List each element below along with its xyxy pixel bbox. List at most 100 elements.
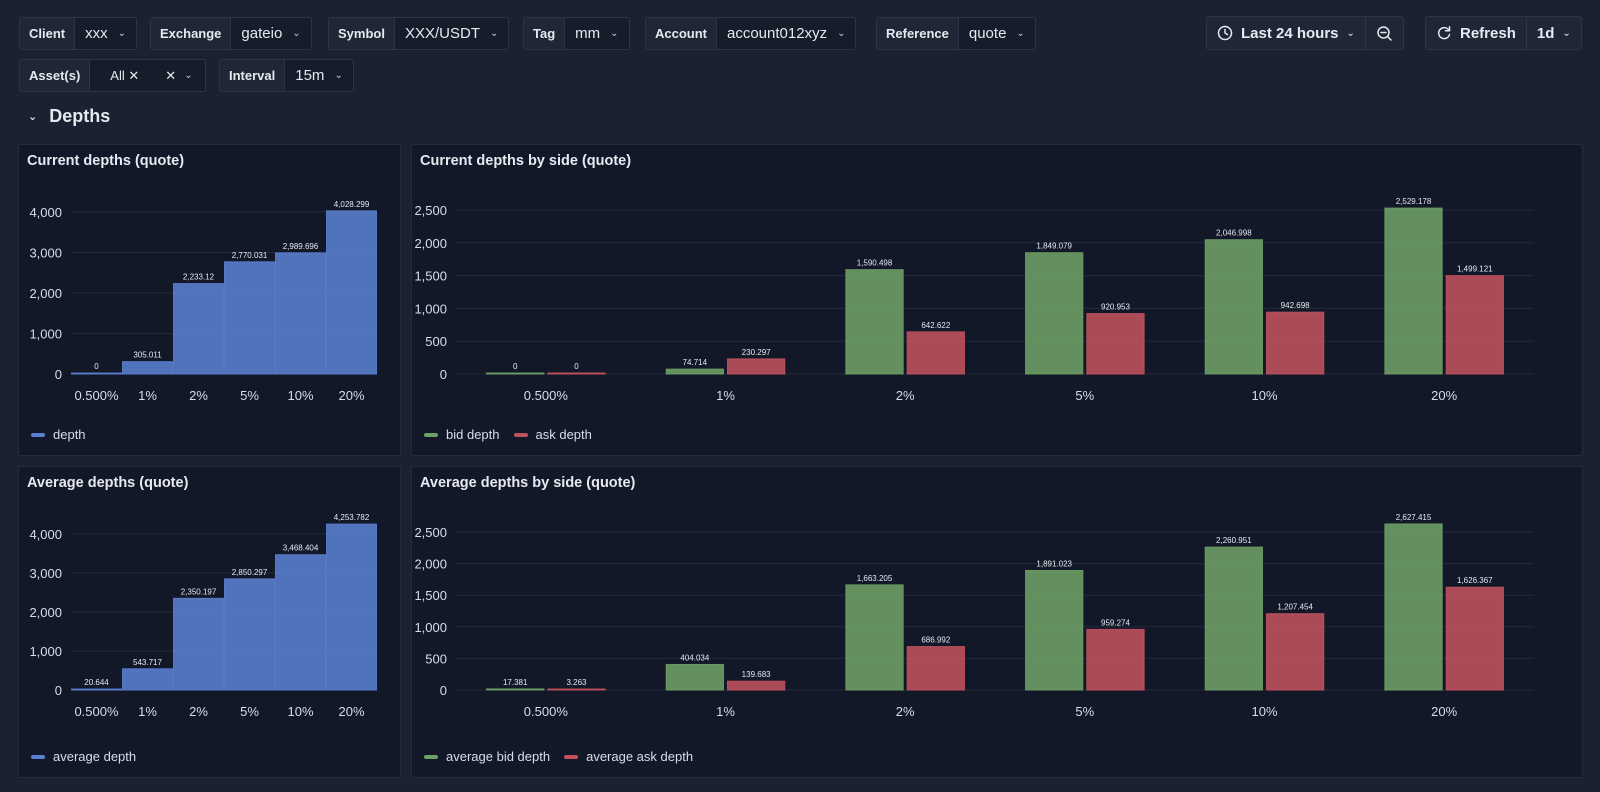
assets-label: Asset(s) bbox=[20, 60, 91, 91]
bar[interactable] bbox=[906, 331, 965, 375]
bar[interactable] bbox=[665, 663, 725, 691]
exchange-select[interactable]: gateio ⌄ bbox=[231, 18, 310, 49]
client-select[interactable]: xxx ⌄ bbox=[75, 18, 136, 49]
chevron-down-icon: ⌄ bbox=[117, 28, 127, 39]
x-tick-label: 2% bbox=[896, 388, 915, 403]
assets-variable[interactable]: Asset(s) All ✕ ✕ ⌄ bbox=[19, 59, 206, 92]
bar[interactable] bbox=[71, 372, 122, 375]
legend-swatch bbox=[564, 754, 579, 759]
bar[interactable] bbox=[1025, 252, 1084, 375]
bar[interactable] bbox=[665, 368, 725, 375]
close-icon[interactable]: ✕ bbox=[165, 67, 177, 83]
bar[interactable] bbox=[1025, 569, 1084, 691]
x-tick-label: 2% bbox=[896, 704, 915, 719]
x-tick-label: 5% bbox=[240, 388, 259, 403]
chevron-down-icon: ⌄ bbox=[489, 28, 499, 39]
bar[interactable] bbox=[224, 578, 275, 691]
bar[interactable] bbox=[547, 688, 606, 691]
assets-select[interactable]: All ✕ ✕ ⌄ bbox=[90, 60, 204, 91]
data-label: 686.992 bbox=[921, 636, 950, 645]
y-tick-label: 0 bbox=[440, 367, 447, 382]
symbol-value: XXX/USDT bbox=[404, 25, 480, 42]
bar[interactable] bbox=[71, 688, 122, 691]
bar[interactable] bbox=[1086, 628, 1145, 691]
bar[interactable] bbox=[1204, 546, 1264, 691]
bar[interactable] bbox=[1204, 239, 1264, 375]
bar[interactable] bbox=[122, 668, 173, 691]
client-variable[interactable]: Client xxx ⌄ bbox=[19, 17, 138, 50]
bar[interactable] bbox=[1266, 311, 1325, 375]
row-header-depths[interactable]: ⌄ Depths bbox=[28, 106, 110, 127]
x-tick-label: 5% bbox=[1075, 388, 1094, 403]
account-variable[interactable]: Account account012xyz ⌄ bbox=[645, 17, 857, 50]
bar[interactable] bbox=[727, 680, 786, 691]
time-range-button[interactable]: Last 24 hours ⌄ bbox=[1207, 17, 1365, 49]
bar[interactable] bbox=[727, 358, 786, 375]
legend-item-average-ask-depth[interactable]: average ask depth bbox=[564, 749, 693, 764]
bar[interactable] bbox=[486, 688, 545, 691]
y-tick-label: 500 bbox=[425, 334, 447, 349]
data-label: 959.274 bbox=[1101, 618, 1130, 627]
y-tick-label: 2,000 bbox=[414, 236, 447, 251]
bar[interactable] bbox=[1384, 523, 1443, 691]
y-tick-label: 4,000 bbox=[29, 205, 62, 220]
interval-variable[interactable]: Interval 15m ⌄ bbox=[219, 59, 354, 92]
bar[interactable] bbox=[845, 269, 904, 375]
data-label: 1,891.023 bbox=[1036, 559, 1072, 568]
legend-item-average-depth[interactable]: average depth bbox=[31, 749, 136, 764]
symbol-select[interactable]: XXX/USDT ⌄ bbox=[395, 18, 508, 49]
legend-item-bid-depth[interactable]: bid depth bbox=[424, 427, 500, 442]
refresh-button[interactable]: Refresh bbox=[1426, 17, 1526, 49]
chevron-down-icon: ⌄ bbox=[334, 70, 343, 81]
data-label: 305.011 bbox=[133, 351, 162, 360]
chevron-down-icon: ⌄ bbox=[610, 28, 619, 39]
refresh-label: Refresh bbox=[1460, 24, 1516, 42]
bar[interactable] bbox=[845, 584, 904, 691]
x-tick-label: 0.500% bbox=[74, 388, 119, 403]
account-select[interactable]: account012xyz ⌄ bbox=[717, 18, 855, 49]
chart-current-depths-by-side: 0 500 1,000 1,500 2,000 2,500 0.500% 0 0 1% 74.714… bbox=[414, 197, 1534, 403]
legend-swatch bbox=[424, 432, 438, 437]
exchange-variable[interactable]: Exchange gateio ⌄ bbox=[150, 17, 312, 50]
reference-variable[interactable]: Reference quote ⌄ bbox=[876, 17, 1036, 50]
bar[interactable] bbox=[173, 283, 224, 375]
y-tick-label: 2,500 bbox=[414, 203, 447, 218]
bar[interactable] bbox=[275, 252, 326, 375]
x-tick-label: 1% bbox=[716, 388, 735, 403]
legend-item-ask-depth[interactable]: ask depth bbox=[513, 427, 592, 442]
exchange-value: gateio bbox=[241, 25, 283, 42]
bar[interactable] bbox=[1384, 207, 1443, 375]
refresh-interval-select[interactable]: 1d ⌄ bbox=[1525, 17, 1581, 49]
close-icon[interactable]: ✕ bbox=[128, 67, 140, 83]
bar[interactable] bbox=[486, 372, 545, 375]
bar[interactable] bbox=[906, 646, 965, 691]
tag-select[interactable]: mm ⌄ bbox=[565, 18, 628, 49]
bar[interactable] bbox=[1445, 586, 1504, 691]
x-tick-label: 5% bbox=[1075, 704, 1094, 719]
bar[interactable] bbox=[326, 523, 377, 691]
y-tick-label: 3,000 bbox=[29, 246, 62, 261]
bar[interactable] bbox=[173, 597, 224, 691]
bar[interactable] bbox=[547, 372, 606, 375]
assets-value: All bbox=[110, 67, 125, 83]
symbol-variable[interactable]: Symbol XXX/USDT ⌄ bbox=[328, 17, 510, 50]
time-picker[interactable]: Last 24 hours ⌄ bbox=[1206, 16, 1404, 50]
refresh-picker[interactable]: Refresh 1d ⌄ bbox=[1425, 16, 1582, 50]
panel-current-depths: Current depths (quote) 0 1,000 2,000 3,000 4… bbox=[18, 144, 401, 456]
tag-variable[interactable]: Tag mm ⌄ bbox=[523, 17, 630, 50]
bar[interactable] bbox=[122, 361, 173, 375]
bar[interactable] bbox=[224, 261, 275, 375]
data-label: 404.034 bbox=[680, 653, 709, 662]
bar[interactable] bbox=[326, 210, 377, 375]
bar[interactable] bbox=[1266, 613, 1325, 691]
bar[interactable] bbox=[1086, 313, 1145, 375]
reference-select[interactable]: quote ⌄ bbox=[959, 18, 1035, 49]
bar[interactable] bbox=[1445, 275, 1504, 375]
legend-item-depth[interactable]: depth bbox=[31, 427, 86, 442]
bar[interactable] bbox=[275, 554, 326, 691]
legend-item-average-bid-depth[interactable]: average bid depth bbox=[424, 749, 550, 764]
zoom-out-button[interactable] bbox=[1364, 17, 1403, 49]
interval-select[interactable]: 15m ⌄ bbox=[285, 60, 353, 91]
y-tick-label: 1,500 bbox=[414, 588, 447, 603]
legend-label: bid depth bbox=[446, 427, 500, 442]
